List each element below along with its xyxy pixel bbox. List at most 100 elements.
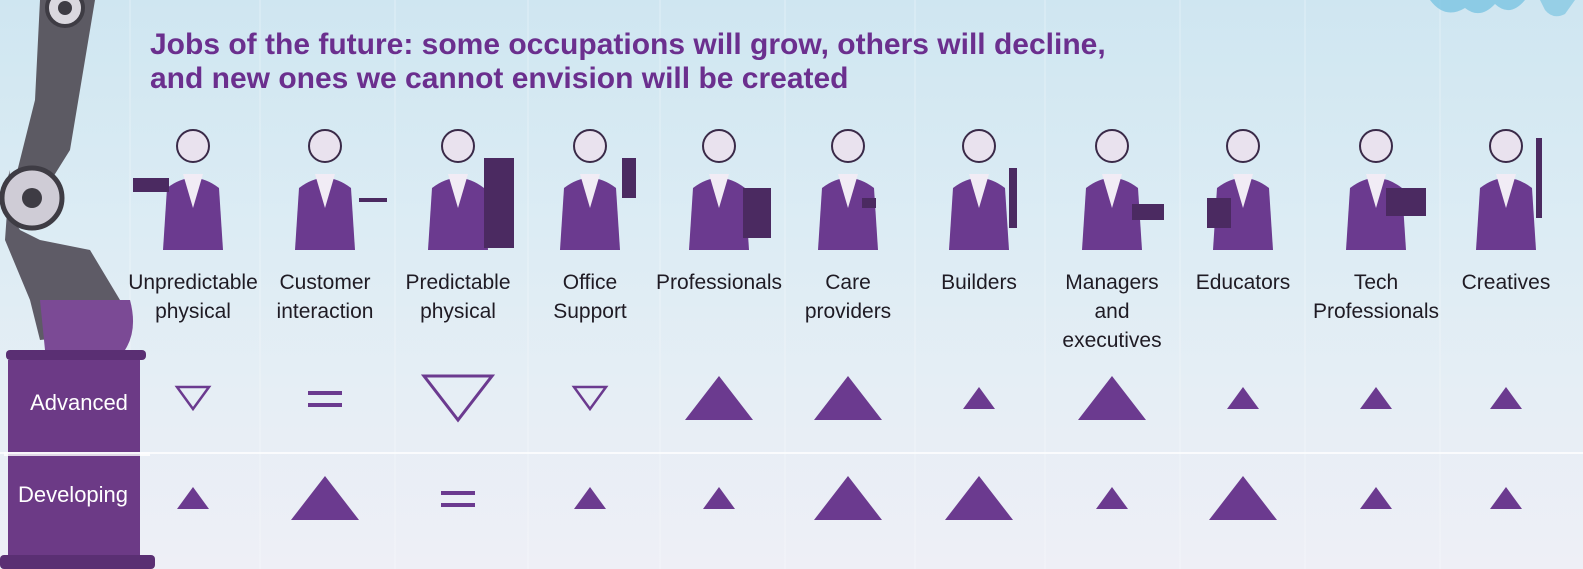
occupation-label-line1: Educators xyxy=(1195,271,1291,294)
occupation-column: Tech Professionals xyxy=(1310,118,1442,569)
advanced-equal-bar xyxy=(308,391,342,395)
developing-equal-small-icon xyxy=(441,491,475,507)
advanced-triangle-up xyxy=(1227,387,1259,409)
worker-chainsaw-icon xyxy=(133,129,223,250)
developing-triangle-up xyxy=(703,487,735,509)
occupation-label: Builders xyxy=(907,268,1051,297)
occupation-column: Office Support xyxy=(524,118,656,569)
occupation-label-line1: Builders xyxy=(941,271,1017,294)
advanced-up-large-icon xyxy=(685,376,753,420)
occupation-label: Tech Professionals xyxy=(1304,268,1448,326)
occupation-label-line2: providers xyxy=(804,300,892,323)
advanced-triangle-down xyxy=(174,385,212,412)
occupation-label-line3: executives xyxy=(1062,329,1162,352)
occupation-label: Office Support xyxy=(518,268,662,326)
occupation-label: Predictable physical xyxy=(386,268,530,326)
occupation-label-line2: Support xyxy=(553,300,627,323)
occupation-label-line2: physical xyxy=(420,300,496,323)
developing-up-small-icon xyxy=(1360,487,1392,509)
scientist-microscope-icon xyxy=(689,129,771,250)
developing-equal-bar xyxy=(441,491,475,495)
advanced-down-small-icon xyxy=(571,385,609,412)
developing-triangle-up xyxy=(291,476,359,520)
advanced-triangle-up xyxy=(1078,376,1146,420)
advanced-up-large-icon xyxy=(1078,376,1146,420)
occupation-label-line1: Customer xyxy=(279,271,371,294)
occupation-column: Managers and executives xyxy=(1046,118,1178,569)
occupation-label-line1: Managers xyxy=(1065,271,1159,294)
occupation-label-line1: Unpredictable xyxy=(128,271,258,294)
advanced-triangle-down xyxy=(421,374,495,423)
occupation-label: Care providers xyxy=(776,268,920,326)
occupation-label-line1: Care xyxy=(825,271,871,294)
developing-triangle-up xyxy=(1490,487,1522,509)
occupation-label-line2: and xyxy=(1094,300,1130,323)
advanced-triangle-up xyxy=(685,376,753,420)
row-label-advanced: Advanced xyxy=(30,390,128,415)
occupation-column: Care providers xyxy=(782,118,914,569)
advanced-down-small-icon xyxy=(174,385,212,412)
occupation-label-line2: Professionals xyxy=(1312,300,1440,323)
occupation-label-line1: Office xyxy=(562,271,618,294)
developing-up-small-icon xyxy=(703,487,735,509)
gear-decoration-icon xyxy=(1430,0,1575,17)
machinist-icon xyxy=(428,129,514,250)
developing-up-large-icon xyxy=(1209,476,1277,520)
developing-up-small-icon xyxy=(574,487,606,509)
developing-up-small-icon xyxy=(1096,487,1128,509)
developing-up-large-icon xyxy=(945,476,1013,520)
occupation-column: Builders xyxy=(913,118,1045,569)
advanced-up-small-icon xyxy=(1227,387,1259,409)
occupation-column: Creatives xyxy=(1440,118,1572,569)
occupation-label: Unpredictable physical xyxy=(121,268,265,326)
occupation-label: Professionals xyxy=(647,268,791,297)
advanced-triangle-down xyxy=(571,385,609,412)
developing-triangle-up xyxy=(1360,487,1392,509)
occupation-column: Predictable physical xyxy=(392,118,524,569)
occupation-label-line2: physical xyxy=(155,300,231,323)
advanced-triangle-up xyxy=(963,387,995,409)
advanced-up-small-icon xyxy=(1360,387,1392,409)
developing-triangle-up xyxy=(1209,476,1277,520)
advanced-up-large-icon xyxy=(814,376,882,420)
occupation-column: Unpredictable physical xyxy=(127,118,259,569)
advanced-up-small-icon xyxy=(963,387,995,409)
occupation-label-line2: interaction xyxy=(276,300,374,323)
advanced-triangle-up xyxy=(814,376,882,420)
occupation-label-line1: Creatives xyxy=(1461,271,1551,294)
occupation-label-line1: Professionals xyxy=(655,271,783,294)
advanced-up-small-icon xyxy=(1490,387,1522,409)
violinist-icon xyxy=(1476,129,1542,250)
occupation-label: Educators xyxy=(1171,268,1315,297)
developing-up-small-icon xyxy=(1490,487,1522,509)
developing-up-large-icon xyxy=(814,476,882,520)
advanced-triangle-up xyxy=(1490,387,1522,409)
advanced-triangle-up xyxy=(1360,387,1392,409)
page-title: Jobs of the future: some occupations wil… xyxy=(150,28,1150,96)
tech-laptop-icon xyxy=(1346,129,1426,250)
developing-equal-bar xyxy=(441,503,475,507)
developing-triangle-up xyxy=(177,487,209,509)
occupation-column: Customer interaction xyxy=(259,118,391,569)
office-worker-icon xyxy=(560,129,636,250)
advanced-down-large-icon xyxy=(421,374,495,423)
advanced-equal-bar xyxy=(308,403,342,407)
title-line-1: Jobs of the future: some occupations wil… xyxy=(150,28,1106,61)
waiter-icon xyxy=(295,129,387,250)
occupation-label-line1: Predictable xyxy=(405,271,511,294)
nurse-icon xyxy=(818,129,878,250)
welder-icon xyxy=(949,129,1017,250)
row-label-developing: Developing xyxy=(17,482,129,507)
developing-triangle-up xyxy=(814,476,882,520)
robot-arm-illustration xyxy=(0,0,155,569)
occupation-column: Professionals xyxy=(653,118,785,569)
occupation-label-line1: Tech xyxy=(1353,271,1399,294)
row-divider xyxy=(0,452,1583,454)
occupation-label: Creatives xyxy=(1434,268,1578,297)
developing-up-small-icon xyxy=(177,487,209,509)
developing-up-large-icon xyxy=(291,476,359,520)
manager-tablet-icon xyxy=(1082,129,1164,250)
developing-triangle-up xyxy=(945,476,1013,520)
developing-triangle-up xyxy=(1096,487,1128,509)
teacher-podium-icon xyxy=(1207,129,1273,250)
